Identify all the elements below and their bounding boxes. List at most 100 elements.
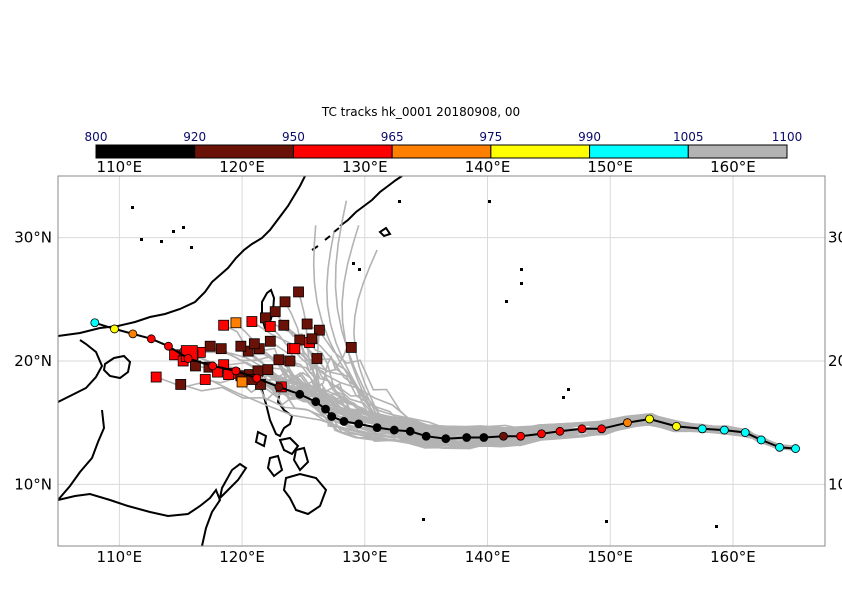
coastline-segment [311,245,319,251]
islet [160,240,163,243]
endpoint-square [204,340,216,352]
pressure-colorbar: 800 920 950 965 975 990 1005 1100 [85,130,803,159]
observed-track-point [164,341,173,351]
colorbar-label: 950 [282,130,305,144]
endpoint-square [284,355,296,367]
observed-track-point [128,329,138,339]
lon-tick-label-bottom: 130°E [342,548,388,566]
lon-tick-label-bottom: 120°E [219,548,265,566]
endpoint-square [235,340,247,352]
coastline-segment [282,472,328,516]
observed-track-point [354,419,364,429]
endpoint-square [293,286,304,298]
endpoint-square [246,316,258,327]
islet [562,396,565,399]
observed-track-point [775,442,784,452]
lon-tick-label-top: 150°E [587,158,633,176]
islet [488,200,491,203]
coastline-segment [218,462,248,502]
lat-tick-label-right: 30 [828,229,842,247]
islet [140,238,143,241]
endpoint-square [199,374,211,385]
lon-tick-label-bottom: 160°E [710,548,756,566]
observed-track-point [462,433,472,442]
endpoint-square [306,333,318,345]
colorbar-label: 990 [578,130,601,144]
ensemble-track [341,225,797,449]
coastline-segment [378,226,392,238]
observed-track-point [274,382,284,392]
coastline [58,176,718,546]
islet [358,268,361,271]
lat-tick-label-right: 10 [828,475,842,493]
colorbar-swatches [95,144,788,159]
islet [567,388,570,391]
colorbar-labels: 800 920 950 965 975 990 1005 1100 [85,130,803,144]
observed-track-point [90,318,100,328]
endpoint-square [248,338,260,350]
observed-track-point [537,429,546,439]
ensemble-track [353,249,796,450]
observed-track-point [441,434,451,444]
observed-track-point [311,397,321,407]
observed-track-point [697,424,707,434]
endpoint-square [273,354,285,366]
observed-track-point [555,426,565,436]
observed-track-point [516,431,526,441]
lon-tick-label-bottom: 150°E [587,548,633,566]
endpoint-square [236,376,248,388]
islet [422,518,425,521]
observed-track-point [339,417,349,426]
observed-track-point [327,412,337,421]
coastline-segment [102,354,132,380]
observed-track-point [672,421,681,431]
islet [605,520,608,523]
islet [182,226,185,229]
endpoint-square [262,364,274,376]
colorbar-label: 920 [183,130,206,144]
islet [172,230,175,233]
coastline-segment [58,176,306,337]
islet [190,246,193,249]
endpoint-square [269,306,281,318]
islet [398,200,401,203]
observed-track-point [208,361,218,371]
colorbar-swatch [687,144,788,159]
observed-track-point [321,404,330,414]
endpoint-square [278,319,290,331]
endpoint-square [264,321,276,332]
observed-track-point [295,389,305,399]
observed-track-point [577,424,587,434]
islet [520,282,523,285]
islet [131,206,134,209]
observed-track-point [231,366,241,376]
lat-tick-label-left: 10°N [14,475,52,493]
coastline-segment [58,339,104,403]
lat-tick-label-left: 30°N [14,229,52,247]
islet [505,300,508,303]
observed-track-point [479,433,489,442]
endpoint-square [313,324,325,336]
colorbar-label: 1005 [673,130,704,144]
observed-track-point [183,354,193,363]
coastline-segment [324,235,331,241]
coastline-segment [333,227,340,233]
observed-track-point [645,414,654,424]
coastline-segment [254,430,268,448]
observed-track-point [389,425,399,435]
colorbar-label: 975 [479,130,502,144]
lon-tick-label-top: 140°E [465,158,511,176]
observed-track-point [405,426,415,436]
islet [352,262,355,265]
endpoint-square [301,318,313,330]
endpoint-square [264,335,276,347]
islet [520,268,523,271]
observed-track-point [740,428,750,437]
observed-track-point [110,324,119,334]
colorbar-label: 1100 [772,130,803,144]
ensemble-track [316,358,797,450]
coastline-segment [58,409,106,501]
observed-track-point [597,424,607,434]
endpoint-square [215,343,227,355]
